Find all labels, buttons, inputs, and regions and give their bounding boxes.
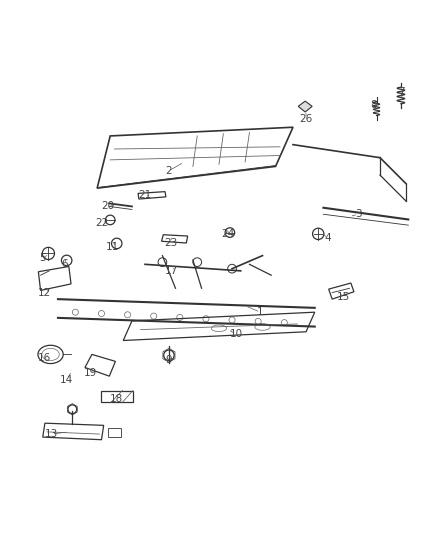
Text: 24: 24 [221,229,234,239]
Text: 6: 6 [61,260,68,269]
Text: 20: 20 [102,200,115,211]
Text: 22: 22 [95,218,108,228]
Text: 5: 5 [39,253,46,263]
Text: 23: 23 [165,238,178,247]
Text: 17: 17 [165,266,178,276]
Polygon shape [298,101,312,112]
Text: 7: 7 [399,87,405,98]
Text: 18: 18 [110,394,124,404]
Text: 12: 12 [38,288,52,297]
Text: 19: 19 [84,368,97,378]
Text: 26: 26 [300,114,313,124]
Text: 11: 11 [106,242,119,252]
Text: 2: 2 [166,166,172,176]
Text: 8: 8 [370,100,377,110]
Text: 4: 4 [325,233,331,243]
Text: 14: 14 [60,375,73,385]
Text: 10: 10 [230,329,243,339]
Text: 3: 3 [355,209,362,219]
Text: 13: 13 [45,429,58,439]
Text: 21: 21 [138,190,152,200]
Text: 1: 1 [257,307,264,317]
Text: 16: 16 [38,353,52,363]
Text: 9: 9 [166,355,172,365]
Text: 15: 15 [336,292,350,302]
